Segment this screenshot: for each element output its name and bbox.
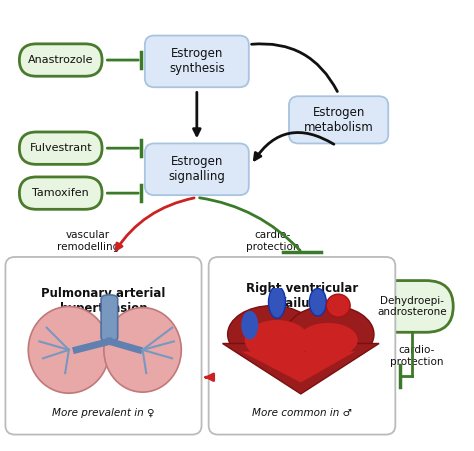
Text: Fulvestrant: Fulvestrant [29, 143, 92, 153]
FancyBboxPatch shape [145, 143, 249, 195]
Text: vascular
remodelling: vascular remodelling [57, 230, 119, 252]
FancyBboxPatch shape [145, 36, 249, 87]
FancyBboxPatch shape [209, 257, 395, 435]
Text: More common in ♂: More common in ♂ [252, 408, 352, 418]
Text: Estrogen
metabolism: Estrogen metabolism [304, 106, 374, 134]
Text: cardio-
protection: cardio- protection [390, 345, 443, 367]
Text: Dehydroepi-
androsterone: Dehydroepi- androsterone [377, 295, 447, 317]
FancyBboxPatch shape [5, 257, 201, 435]
FancyBboxPatch shape [289, 96, 388, 143]
Text: More prevalent in ♀: More prevalent in ♀ [52, 408, 155, 418]
FancyBboxPatch shape [371, 281, 453, 332]
Text: Right ventricular
failure: Right ventricular failure [246, 282, 358, 310]
Text: Pulmonary arterial
hypertension: Pulmonary arterial hypertension [41, 287, 166, 315]
Text: cardio-
protection: cardio- protection [246, 230, 299, 252]
FancyBboxPatch shape [19, 177, 102, 209]
Text: Anastrozole: Anastrozole [28, 55, 93, 65]
Text: Estrogen
synthesis: Estrogen synthesis [169, 47, 225, 75]
Text: Estrogen
signalling: Estrogen signalling [168, 155, 225, 183]
Text: Tamoxifen: Tamoxifen [32, 188, 89, 198]
FancyBboxPatch shape [19, 44, 102, 76]
FancyBboxPatch shape [19, 132, 102, 164]
